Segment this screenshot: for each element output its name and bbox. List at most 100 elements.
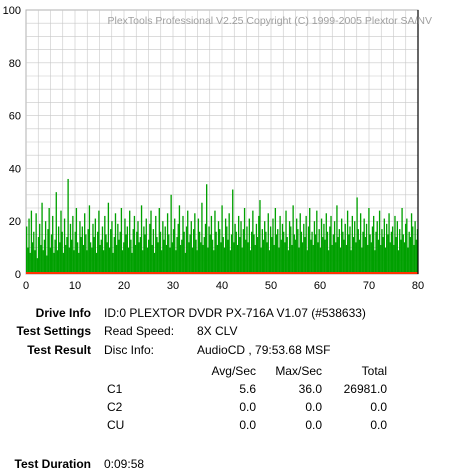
row-c1-avg: 5.6	[239, 382, 256, 396]
chart-bar	[229, 250, 232, 274]
chart-bar	[149, 223, 151, 274]
chart-bar	[68, 247, 70, 274]
y-tick-label: 20	[9, 216, 21, 228]
chart-bar	[127, 247, 130, 274]
chart-bar	[394, 215, 396, 274]
chart-bar	[292, 205, 294, 274]
chart-bar	[97, 231, 99, 274]
chart-bar	[174, 218, 176, 274]
chart-bar	[120, 208, 123, 274]
chart-bar	[163, 239, 165, 274]
row-cu-avg: 0.0	[239, 418, 256, 432]
chart-bar	[189, 234, 191, 274]
chart-bar	[138, 242, 140, 274]
chart-bar	[89, 242, 92, 274]
chart-bar	[330, 215, 332, 274]
row-cu-total: 0.0	[370, 418, 387, 432]
x-tick-label: 30	[167, 280, 179, 292]
chart-bar	[65, 244, 67, 274]
chart-bar	[384, 247, 387, 274]
chart-bar	[102, 250, 105, 274]
chart-bar	[399, 229, 401, 274]
chart-bar	[241, 247, 243, 274]
chart-bar	[271, 237, 273, 274]
chart-bar	[211, 239, 214, 274]
chart-bar	[75, 208, 78, 274]
chart-bar	[230, 234, 233, 274]
chart-bar	[258, 215, 260, 274]
x-tick-label: 10	[69, 280, 81, 292]
chart-bar	[387, 234, 389, 274]
chart-bar	[253, 234, 255, 274]
chart-bar	[288, 221, 291, 274]
chart-bar	[306, 250, 309, 274]
chart-bar	[42, 250, 44, 274]
chart-bar	[126, 226, 128, 274]
chart-bar	[336, 205, 338, 274]
chart-bar	[207, 247, 209, 274]
chart-bar	[325, 213, 327, 274]
chart-bar	[322, 237, 324, 274]
row-cu-name: CU	[107, 418, 125, 432]
chart-bar	[147, 239, 150, 274]
chart-bar	[406, 218, 408, 274]
chart-bar	[172, 229, 175, 274]
chart-bar	[332, 234, 335, 274]
chart-bar	[313, 221, 316, 274]
chart-bar	[254, 244, 256, 274]
chart-bar	[33, 231, 35, 274]
chart-bar	[267, 213, 269, 274]
chart-bar	[50, 234, 53, 274]
chart-bar	[145, 218, 147, 274]
chart-bar	[63, 218, 66, 274]
chart-bar	[208, 226, 210, 274]
chart-bar	[377, 239, 380, 274]
chart-bar	[255, 223, 258, 274]
chart-bar	[352, 237, 355, 274]
chart-bar	[202, 244, 204, 274]
chart-bar	[76, 242, 79, 274]
chart-bar	[166, 213, 169, 274]
y-tick-label: 80	[9, 58, 21, 70]
chart-bar	[414, 221, 416, 274]
chart-bar	[412, 226, 414, 274]
chart-bar	[190, 221, 192, 274]
chart-bar	[333, 221, 336, 274]
chart-bar	[195, 239, 197, 274]
y-axis-ticks: 0 20 40 60 80 100	[3, 5, 21, 281]
chart-bar	[407, 247, 409, 274]
chart-bar	[86, 250, 88, 274]
chart-bar	[216, 244, 218, 274]
chart-bar	[391, 226, 394, 274]
x-axis-ticks: 0 10 20 30 40 50 60 70 80	[23, 280, 424, 292]
chart-bar	[170, 194, 172, 274]
drive-info-value: ID:0 PLEXTOR DVDR PX-716A V1.07 (#538633…	[104, 306, 366, 320]
chart-bar	[397, 250, 400, 274]
chart-bar	[400, 239, 402, 274]
chart-bar	[177, 223, 179, 274]
chart-bar	[110, 229, 112, 274]
chart-bar	[381, 229, 383, 274]
chart-bar	[345, 244, 348, 274]
read-speed-label: Read Speed:	[104, 324, 175, 338]
chart-bar	[62, 252, 65, 274]
read-speed-value: 8X CLV	[197, 324, 238, 338]
chart-bar	[139, 237, 142, 274]
chart-bar	[282, 231, 285, 274]
chart-bar	[378, 210, 381, 274]
chart-bar	[248, 218, 250, 274]
chart-bar	[376, 221, 378, 274]
chart-bar	[252, 210, 254, 274]
chart-bar	[60, 210, 62, 274]
chart-bar	[79, 221, 81, 274]
chart-bar	[219, 229, 221, 274]
chart-bar	[67, 178, 69, 274]
chart-bar	[383, 218, 385, 274]
test-settings-label: Test Settings	[16, 324, 91, 338]
chart-bar	[365, 223, 368, 274]
chart-bar	[264, 221, 266, 274]
chart-bar	[85, 234, 87, 274]
chart-bar	[409, 237, 412, 274]
chart-bar	[101, 226, 104, 274]
disc-info-value: AudioCD , 79:53.68 MSF	[197, 343, 331, 357]
